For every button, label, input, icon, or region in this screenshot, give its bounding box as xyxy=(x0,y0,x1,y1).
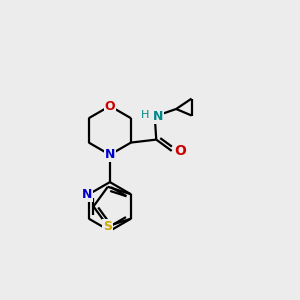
Text: N: N xyxy=(152,110,163,123)
Text: S: S xyxy=(103,220,112,233)
Text: O: O xyxy=(105,100,115,112)
Text: O: O xyxy=(175,144,187,158)
Text: H: H xyxy=(141,110,149,120)
Text: N: N xyxy=(105,148,115,161)
Text: N: N xyxy=(82,188,92,201)
